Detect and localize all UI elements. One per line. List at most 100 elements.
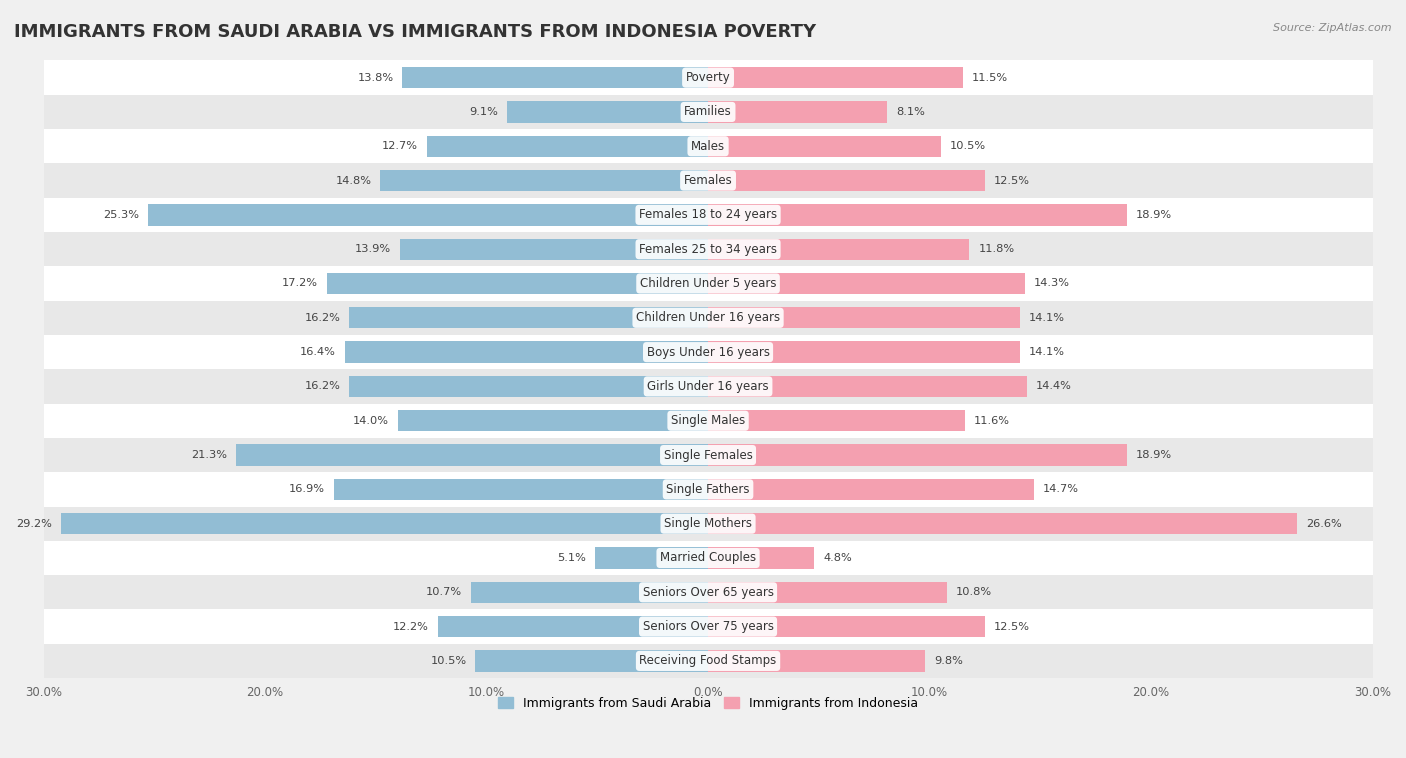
Text: Single Males: Single Males	[671, 414, 745, 428]
Text: Married Couples: Married Couples	[659, 552, 756, 565]
Text: 16.4%: 16.4%	[299, 347, 336, 357]
Bar	[709, 650, 925, 672]
Bar	[709, 239, 969, 260]
Bar	[44, 540, 1372, 575]
Text: 12.7%: 12.7%	[382, 141, 418, 152]
Text: 13.8%: 13.8%	[357, 73, 394, 83]
Text: 16.2%: 16.2%	[305, 381, 340, 391]
Text: 12.5%: 12.5%	[994, 176, 1029, 186]
Text: Children Under 5 years: Children Under 5 years	[640, 277, 776, 290]
Text: 10.7%: 10.7%	[426, 587, 463, 597]
Bar	[344, 342, 709, 363]
Text: Poverty: Poverty	[686, 71, 731, 84]
Bar	[380, 170, 709, 191]
Bar	[709, 444, 1126, 465]
Text: 29.2%: 29.2%	[17, 518, 52, 528]
Bar	[349, 307, 709, 328]
Bar	[44, 129, 1372, 164]
Bar	[44, 403, 1372, 438]
Text: Females 25 to 34 years: Females 25 to 34 years	[640, 243, 778, 255]
Bar	[402, 67, 709, 88]
Text: 14.0%: 14.0%	[353, 415, 389, 426]
Bar	[44, 644, 1372, 678]
Bar	[44, 575, 1372, 609]
Text: 14.7%: 14.7%	[1042, 484, 1078, 494]
Text: Receiving Food Stamps: Receiving Food Stamps	[640, 654, 776, 667]
Bar	[44, 609, 1372, 644]
Text: Seniors Over 65 years: Seniors Over 65 years	[643, 586, 773, 599]
Bar	[709, 410, 965, 431]
Text: Single Mothers: Single Mothers	[664, 517, 752, 530]
Bar	[401, 239, 709, 260]
Bar	[471, 581, 709, 603]
Bar	[595, 547, 709, 568]
Bar	[236, 444, 709, 465]
Text: 9.8%: 9.8%	[934, 656, 963, 666]
Text: 10.5%: 10.5%	[949, 141, 986, 152]
Bar	[349, 376, 709, 397]
Bar	[709, 67, 963, 88]
Bar	[709, 273, 1025, 294]
Bar	[709, 376, 1026, 397]
Text: 16.9%: 16.9%	[288, 484, 325, 494]
Text: 18.9%: 18.9%	[1136, 210, 1171, 220]
Text: 14.8%: 14.8%	[336, 176, 371, 186]
Text: 4.8%: 4.8%	[824, 553, 852, 563]
Bar	[709, 616, 986, 637]
Text: Children Under 16 years: Children Under 16 years	[636, 312, 780, 324]
Bar	[44, 95, 1372, 129]
Text: 10.8%: 10.8%	[956, 587, 993, 597]
Text: 14.1%: 14.1%	[1029, 313, 1066, 323]
Text: 13.9%: 13.9%	[356, 244, 391, 254]
Bar	[709, 547, 814, 568]
Text: Single Females: Single Females	[664, 449, 752, 462]
Bar	[333, 479, 709, 500]
Text: Boys Under 16 years: Boys Under 16 years	[647, 346, 769, 359]
Bar	[398, 410, 709, 431]
Bar	[44, 472, 1372, 506]
Bar	[709, 513, 1298, 534]
Text: 18.9%: 18.9%	[1136, 450, 1171, 460]
Bar	[709, 170, 986, 191]
Bar	[709, 342, 1021, 363]
Bar	[44, 232, 1372, 266]
Text: Seniors Over 75 years: Seniors Over 75 years	[643, 620, 773, 633]
Text: 11.5%: 11.5%	[972, 73, 1008, 83]
Text: 10.5%: 10.5%	[430, 656, 467, 666]
Text: 12.2%: 12.2%	[394, 622, 429, 631]
Text: 14.3%: 14.3%	[1033, 278, 1070, 289]
Bar	[475, 650, 709, 672]
Text: 14.1%: 14.1%	[1029, 347, 1066, 357]
Text: Females: Females	[683, 174, 733, 187]
Text: Females 18 to 24 years: Females 18 to 24 years	[638, 208, 778, 221]
Text: Source: ZipAtlas.com: Source: ZipAtlas.com	[1274, 23, 1392, 33]
Bar	[44, 438, 1372, 472]
Bar	[709, 479, 1033, 500]
Bar	[709, 204, 1126, 226]
Text: Males: Males	[690, 139, 725, 153]
Bar	[148, 204, 709, 226]
Bar	[328, 273, 709, 294]
Bar	[506, 102, 709, 123]
Text: Families: Families	[685, 105, 733, 118]
Text: 26.6%: 26.6%	[1306, 518, 1341, 528]
Bar	[44, 506, 1372, 540]
Bar	[44, 61, 1372, 95]
Text: 17.2%: 17.2%	[283, 278, 318, 289]
Bar	[44, 301, 1372, 335]
Text: 14.4%: 14.4%	[1036, 381, 1071, 391]
Bar	[44, 198, 1372, 232]
Text: 21.3%: 21.3%	[191, 450, 228, 460]
Bar	[437, 616, 709, 637]
Text: IMMIGRANTS FROM SAUDI ARABIA VS IMMIGRANTS FROM INDONESIA POVERTY: IMMIGRANTS FROM SAUDI ARABIA VS IMMIGRAN…	[14, 23, 817, 41]
Text: Single Fathers: Single Fathers	[666, 483, 749, 496]
Text: Girls Under 16 years: Girls Under 16 years	[647, 380, 769, 393]
Bar	[62, 513, 709, 534]
Text: 9.1%: 9.1%	[468, 107, 498, 117]
Bar	[44, 369, 1372, 403]
Bar	[44, 266, 1372, 301]
Legend: Immigrants from Saudi Arabia, Immigrants from Indonesia: Immigrants from Saudi Arabia, Immigrants…	[494, 692, 922, 715]
Bar	[44, 164, 1372, 198]
Bar	[709, 581, 948, 603]
Bar	[709, 307, 1021, 328]
